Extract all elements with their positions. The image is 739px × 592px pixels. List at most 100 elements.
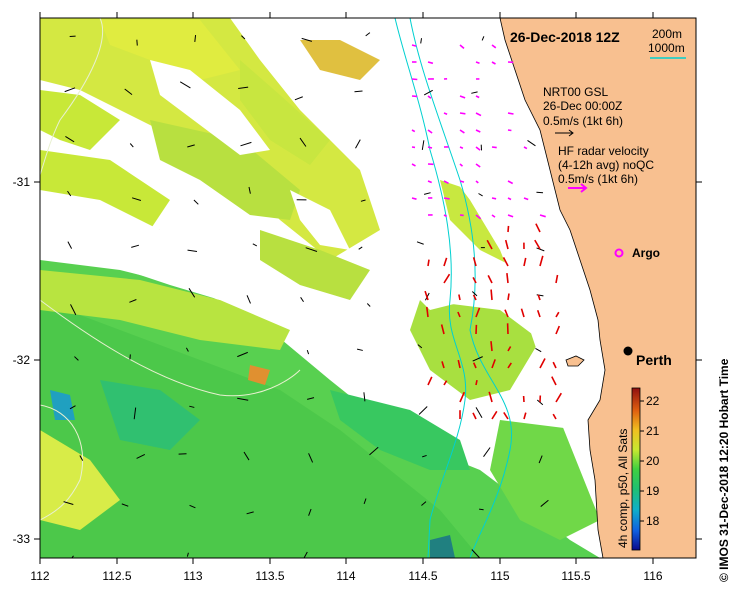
hf-arrow <box>555 325 561 335</box>
gsl-arrow <box>478 193 483 197</box>
map-title: 26-Dec-2018 12Z <box>510 29 620 45</box>
hf-arrow <box>411 44 417 47</box>
gsl-arrow <box>74 356 79 361</box>
hf-arrow <box>551 376 557 386</box>
hf-radar-arrows <box>411 44 562 420</box>
gsl-arrow <box>471 549 481 558</box>
x-tick-label: 113.5 <box>255 569 284 583</box>
hf-arrow <box>411 129 416 133</box>
gsl-arrow <box>540 499 549 507</box>
hf-arrow <box>534 239 541 250</box>
argo-marker: Argo <box>614 246 660 260</box>
hf-arrow <box>504 309 509 318</box>
gsl-arrow <box>185 347 189 352</box>
gsl-arrow <box>422 454 427 458</box>
hf-arrow <box>523 146 528 150</box>
gsl-arrow <box>79 455 84 461</box>
hf-arrow <box>457 359 461 369</box>
colorbar-tick-label: 22 <box>646 394 660 408</box>
argo-label: Argo <box>632 246 660 260</box>
gsl-arrow <box>240 141 252 147</box>
hf-arrow <box>443 257 448 267</box>
hf-arrow <box>491 410 498 420</box>
gsl-arrow <box>194 35 197 42</box>
gsl-arrow <box>417 344 423 349</box>
gsl-legend-arrow <box>555 129 574 137</box>
isobath-legend-200m: 200m <box>652 27 682 41</box>
hf-arrow <box>507 180 514 185</box>
hf-arrow <box>507 214 514 218</box>
hf-arrow <box>475 379 478 386</box>
hf-arrow <box>443 214 448 218</box>
hf-arrow <box>459 391 466 403</box>
gsl-arrow <box>64 87 76 93</box>
hf-arrow <box>427 259 430 267</box>
x-tick-label: 114 <box>336 569 355 583</box>
gsl-arrow <box>121 503 129 507</box>
gsl-arrow <box>536 247 545 252</box>
gsl-arrow <box>248 186 251 194</box>
hf-arrow <box>475 129 481 133</box>
hf-legend-arrow <box>568 183 588 193</box>
x-tick-label: 114.5 <box>408 569 437 583</box>
gsl-arrow <box>71 555 74 558</box>
hf-arrow <box>490 289 493 301</box>
perth-marker: Perth <box>623 346 672 368</box>
hf-arrow <box>539 214 546 218</box>
hf-arrow <box>459 146 464 149</box>
hf-arrow <box>535 223 541 233</box>
gsl-arrow <box>303 551 308 558</box>
hf-arrow <box>459 44 465 50</box>
gsl-arrow <box>70 304 77 316</box>
y-tick-label: -32 <box>13 353 31 367</box>
hf-legend-sub: (4-12h avg) noQC <box>558 158 654 172</box>
hf-arrow <box>539 358 546 369</box>
hf-arrow <box>475 112 482 117</box>
hf-arrow <box>523 257 527 267</box>
hf-arrow <box>503 411 509 420</box>
hf-arrow <box>443 112 448 116</box>
hf-arrow <box>491 44 497 49</box>
hf-arrow <box>555 311 560 318</box>
hf-arrow <box>491 61 496 65</box>
gsl-arrow <box>481 36 485 41</box>
x-tick-label: 115.5 <box>561 569 590 583</box>
hf-arrow <box>507 293 510 301</box>
hf-arrow <box>536 310 541 318</box>
gsl-arrow <box>187 249 198 252</box>
hf-arrow <box>427 129 433 134</box>
hf-legend-scale: 0.5m/s (1kt 6h) <box>558 172 638 186</box>
gsl-arrow <box>193 199 199 205</box>
hf-arrow <box>502 257 509 267</box>
gsl-arrow <box>366 303 371 307</box>
gsl-arrow <box>306 349 310 355</box>
gsl-arrow <box>238 86 249 89</box>
gsl-arrow <box>420 38 423 44</box>
gsl-arrow <box>536 399 544 406</box>
hf-arrow <box>506 273 509 284</box>
gsl-arrow <box>124 88 133 95</box>
gsl-arrow <box>136 453 146 459</box>
gsl-arrow <box>131 197 142 201</box>
gsl-arrow <box>189 405 195 408</box>
gsl-arrow <box>63 501 74 506</box>
hf-arrow <box>523 412 527 420</box>
hf-arrow <box>507 346 512 352</box>
gsl-arrow <box>307 397 315 400</box>
x-tick-label: 112 <box>30 569 49 583</box>
hf-arrow <box>472 257 477 267</box>
gsl-arrow <box>483 447 491 457</box>
hf-arrow <box>459 112 466 115</box>
gsl-arrow <box>471 91 478 94</box>
gsl-arrow <box>187 144 195 148</box>
colorbar-tick-label: 18 <box>646 514 660 528</box>
gsl-arrow <box>305 247 318 252</box>
isobath-offshore <box>40 299 301 397</box>
y-tick-label: -31 <box>13 175 31 189</box>
island <box>565 355 585 367</box>
hf-arrow <box>487 275 493 284</box>
gsl-arrow <box>535 348 542 353</box>
hf-arrow <box>443 197 450 200</box>
hf-arrow <box>459 129 465 134</box>
